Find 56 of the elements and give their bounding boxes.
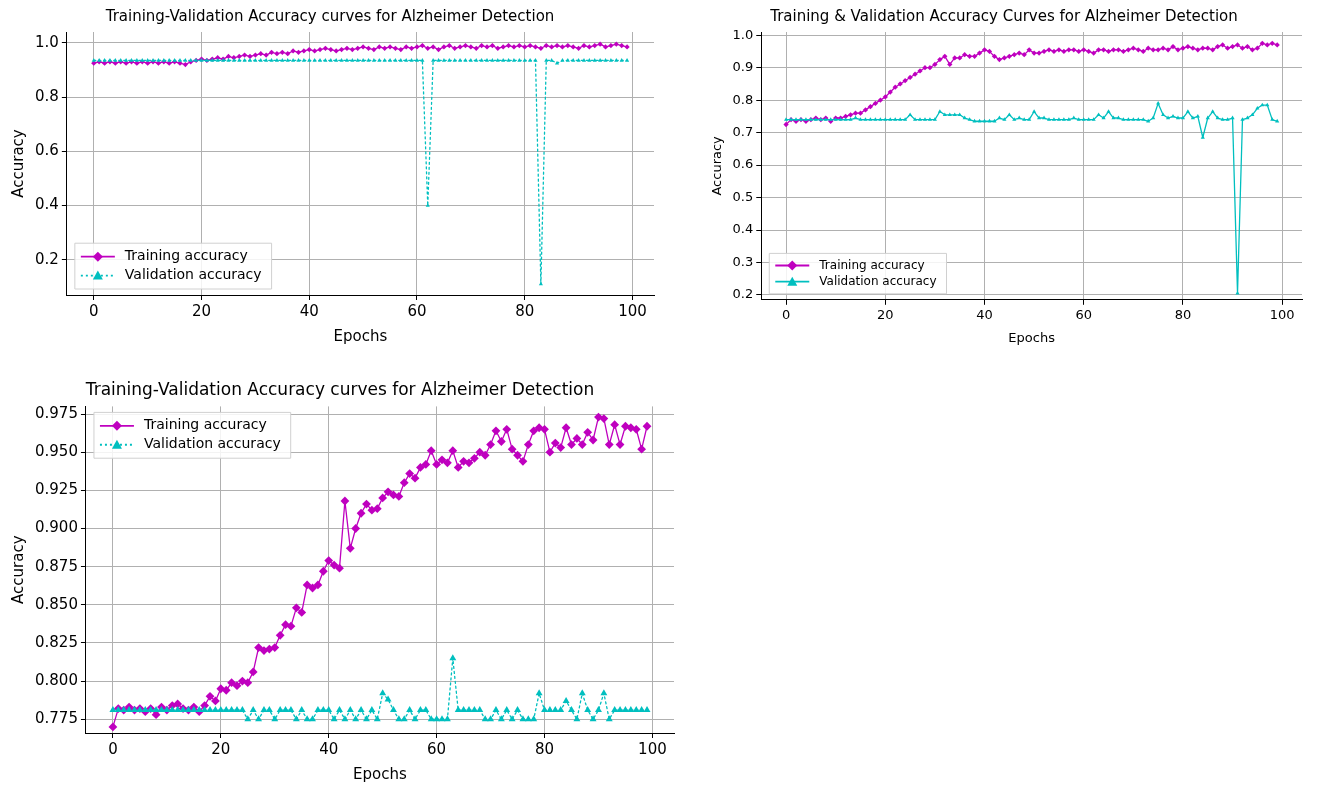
x-tick-label: 100 (618, 301, 647, 320)
y-tick-label: 0.4 (732, 221, 754, 237)
x-tick-label: 0 (108, 739, 118, 758)
y-axis-title: Accuracy (8, 535, 27, 604)
y-tick-label: 0.6 (35, 141, 59, 160)
y-tick-label: 0.950 (34, 442, 78, 461)
y-tick-label: 0.875 (34, 556, 78, 575)
x-tick-label: 60 (1075, 306, 1092, 322)
y-tick-label: 1.0 (35, 32, 59, 51)
y-axis-title: Accuracy (8, 129, 27, 198)
legend-label: Training accuracy (818, 257, 925, 272)
x-tick-label: 80 (1174, 306, 1192, 322)
legend-label: Validation accuracy (143, 435, 281, 452)
y-tick-label: 0.775 (34, 709, 78, 728)
y-tick-label: 0.925 (34, 480, 78, 499)
x-tick-label: 20 (211, 739, 231, 758)
legend-label: Training accuracy (142, 416, 267, 433)
y-tick-label: 0.825 (34, 632, 78, 651)
y-tick-label: 0.900 (34, 518, 78, 537)
y-tick-label: 0.2 (732, 286, 754, 302)
y-tick-label: 0.3 (732, 253, 754, 269)
x-tick-label: 60 (407, 301, 427, 320)
x-axis-title: Epochs (1008, 329, 1056, 345)
y-tick-label: 0.2 (35, 249, 59, 268)
y-tick-label: 0.6 (732, 156, 754, 172)
x-axis-title: Epochs (353, 764, 408, 783)
y-tick-label: 1.0 (732, 26, 754, 42)
x-tick-label: 80 (515, 301, 535, 320)
x-tick-label: 100 (1269, 306, 1295, 322)
x-tick-label: 0 (781, 306, 791, 322)
legend-label: Validation accuracy (124, 266, 262, 283)
x-tick-label: 20 (877, 306, 894, 322)
x-tick-label: 40 (319, 739, 339, 758)
legend-label: Training accuracy (123, 247, 248, 264)
y-tick-label: 0.8 (732, 91, 754, 107)
chart-title: Training & Validation Accuracy Curves for Alzheimer Detection (769, 6, 1238, 25)
y-tick-label: 0.8 (35, 86, 59, 105)
x-tick-label: 0 (89, 301, 99, 320)
y-axis-title: Accuracy (709, 135, 725, 196)
x-tick-label: 40 (299, 301, 319, 320)
y-tick-label: 0.9 (732, 59, 754, 75)
y-tick-label: 0.800 (34, 671, 78, 689)
y-tick-label: 0.975 (34, 403, 78, 422)
y-tick-label: 0.7 (732, 124, 754, 139)
x-tick-label: 20 (191, 301, 212, 320)
x-tick-label: 80 (534, 739, 555, 758)
x-tick-label: 100 (638, 739, 667, 758)
x-tick-label: 60 (427, 739, 447, 758)
chart-title: Training-Validation Accuracy curves for Alzheimer Detection (84, 378, 595, 399)
y-tick-label: 0.4 (35, 195, 59, 214)
legend-label: Validation accuracy (819, 273, 937, 288)
y-tick-label: 0.850 (34, 594, 78, 613)
x-tick-label: 40 (976, 306, 993, 322)
y-tick-label: 0.5 (732, 188, 754, 204)
x-axis-title: Epochs (333, 326, 388, 345)
chart-title: Training-Validation Accuracy curves for Alzheimer Detection (104, 6, 555, 25)
